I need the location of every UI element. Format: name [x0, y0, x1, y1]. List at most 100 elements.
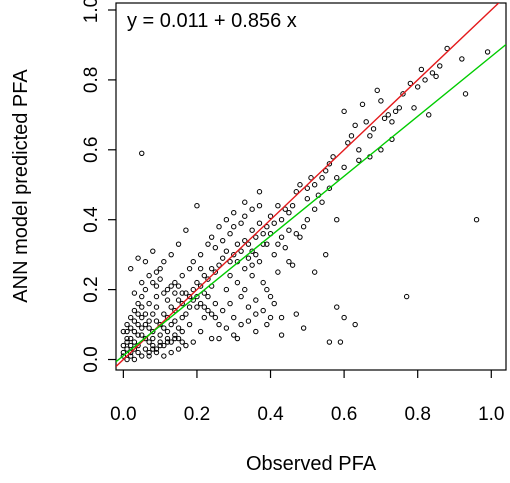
data-point [227, 300, 233, 307]
data-point [179, 300, 185, 307]
data-point [293, 189, 299, 195]
data-point [131, 356, 138, 363]
data-point [205, 293, 211, 300]
data-point [345, 140, 351, 146]
data-point [153, 269, 160, 275]
data-point [168, 283, 174, 289]
data-point [172, 335, 178, 342]
data-point [161, 342, 167, 349]
data-point [238, 293, 244, 300]
data-point [411, 105, 417, 111]
data-point [267, 293, 274, 300]
data-point [183, 290, 189, 296]
data-point [135, 349, 141, 356]
data-point [234, 279, 241, 286]
data-point [311, 182, 318, 188]
data-point [238, 248, 244, 254]
data-point [168, 321, 174, 328]
data-point [323, 168, 329, 174]
data-point [227, 258, 233, 265]
data-point [124, 346, 130, 352]
data-point [135, 255, 141, 261]
data-point [131, 328, 138, 335]
data-point [300, 325, 307, 331]
data-point [231, 251, 237, 258]
data-point [223, 217, 230, 223]
data-point [139, 353, 145, 359]
data-point [267, 314, 274, 321]
data-point [153, 349, 160, 356]
data-point [175, 297, 182, 303]
data-point [205, 276, 211, 282]
data-point [150, 335, 156, 342]
data-point [212, 244, 219, 251]
data-point [131, 318, 138, 324]
data-point [135, 311, 141, 317]
data-point [341, 108, 347, 115]
data-point [253, 328, 259, 335]
data-point [175, 346, 182, 352]
data-point [234, 335, 241, 342]
data-point [168, 349, 174, 356]
data-point [161, 290, 167, 296]
data-point [150, 346, 156, 352]
x-tick-label: 1.0 [478, 404, 504, 425]
data-point [234, 241, 241, 247]
data-point [197, 283, 204, 289]
data-point [271, 300, 277, 307]
data-point [334, 304, 340, 310]
data-point [153, 304, 160, 310]
data-point [157, 339, 163, 345]
data-point [146, 272, 152, 279]
data-point [124, 339, 130, 345]
data-point [264, 321, 270, 328]
data-point [238, 220, 244, 226]
data-point [297, 234, 303, 240]
data-point [197, 328, 204, 335]
data-point [286, 210, 292, 216]
data-point [374, 87, 380, 94]
data-point [128, 335, 134, 342]
data-point [157, 276, 163, 282]
data-point [385, 112, 391, 118]
data-point [337, 339, 344, 345]
y-tick-label: 0.8 [81, 67, 102, 93]
data-point [341, 314, 347, 321]
data-point [161, 353, 167, 359]
x-tick-label: 0.6 [331, 404, 357, 425]
data-point [157, 332, 163, 338]
data-point [197, 265, 204, 272]
data-point [179, 328, 185, 335]
data-point [157, 265, 163, 272]
data-point [319, 199, 325, 205]
data-point [249, 227, 255, 233]
data-point [326, 185, 333, 191]
data-point [378, 147, 384, 153]
data-point [275, 241, 281, 247]
y-tick-label: 0.2 [81, 276, 102, 302]
data-point [473, 217, 480, 223]
data-point [139, 314, 145, 321]
data-point [146, 325, 152, 331]
data-point [223, 325, 230, 331]
y-tick-label: 1.0 [81, 0, 102, 23]
data-point [139, 304, 145, 310]
data-point [286, 227, 292, 233]
data-point [164, 328, 171, 335]
data-point [289, 262, 296, 268]
data-point [392, 108, 399, 115]
data-point [330, 154, 336, 160]
regression-line [116, 43, 506, 363]
data-point [175, 335, 182, 342]
data-point [407, 80, 414, 87]
data-point [197, 300, 204, 307]
data-point [146, 318, 152, 324]
data-point [197, 251, 204, 258]
data-point [275, 203, 281, 209]
data-point [168, 251, 174, 258]
data-point [157, 342, 163, 349]
data-point [293, 311, 299, 317]
data-point [245, 304, 252, 310]
x-axis-title: Observed PFA [246, 453, 377, 475]
data-point [212, 314, 219, 321]
